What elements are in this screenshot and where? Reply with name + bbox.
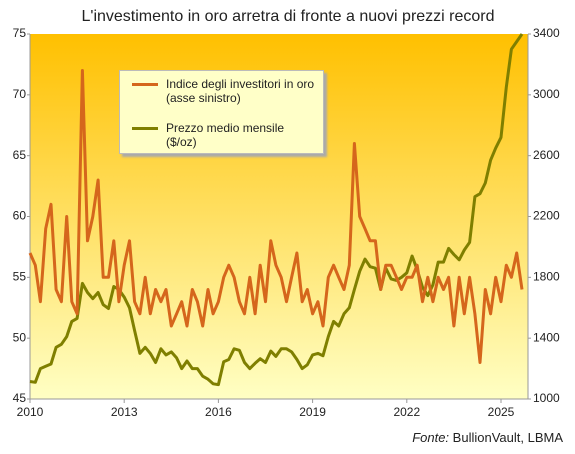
chart-title: L'investimento in oro arretra di fronte …	[81, 8, 494, 25]
y-tick-label: 55	[13, 270, 27, 284]
x-tick-label: 2019	[299, 405, 326, 419]
legend-swatch	[132, 83, 158, 86]
legend-entry: Indice degli investitori in oro (asse si…	[132, 77, 316, 105]
y2-tick-label: 1400	[533, 330, 560, 344]
x-tick-label: 2013	[111, 405, 138, 419]
source-text: BullionVault, LBMA	[452, 430, 563, 445]
y2-tick-label: 2200	[533, 209, 560, 223]
legend-label: Prezzo medio mensile ($/oz)	[166, 121, 285, 149]
y-tick-label: 60	[13, 209, 27, 223]
x-tick-label: 2010	[17, 405, 44, 419]
source: Fonte: BullionVault, LBMA	[412, 430, 563, 445]
y2-tick-label: 1000	[533, 391, 560, 405]
x-tick-label: 2022	[393, 405, 420, 419]
x-tick-label: 2025	[488, 405, 515, 419]
legend-swatch	[132, 127, 158, 130]
x-tick-label: 2016	[205, 405, 232, 419]
y-tick-label: 45	[13, 391, 27, 405]
y2-tick-label: 3000	[533, 87, 560, 101]
y2-tick-label: 2600	[533, 148, 560, 162]
y-tick-label: 65	[13, 148, 27, 162]
y2-tick-label: 3400	[533, 26, 560, 40]
series-line	[28, 69, 524, 364]
y2-tick-label: 1800	[533, 270, 560, 284]
legend: Indice degli investitori in oro (asse si…	[119, 70, 324, 154]
y-tick-label: 50	[13, 330, 27, 344]
series-line	[29, 33, 524, 387]
y-tick-label: 70	[13, 87, 27, 101]
legend-label: Indice degli investitori in oro (asse si…	[166, 77, 315, 105]
legend-entry: Prezzo medio mensile ($/oz)	[132, 121, 316, 149]
y-tick-label: 75	[13, 26, 27, 40]
source-prefix: Fonte:	[412, 430, 450, 445]
